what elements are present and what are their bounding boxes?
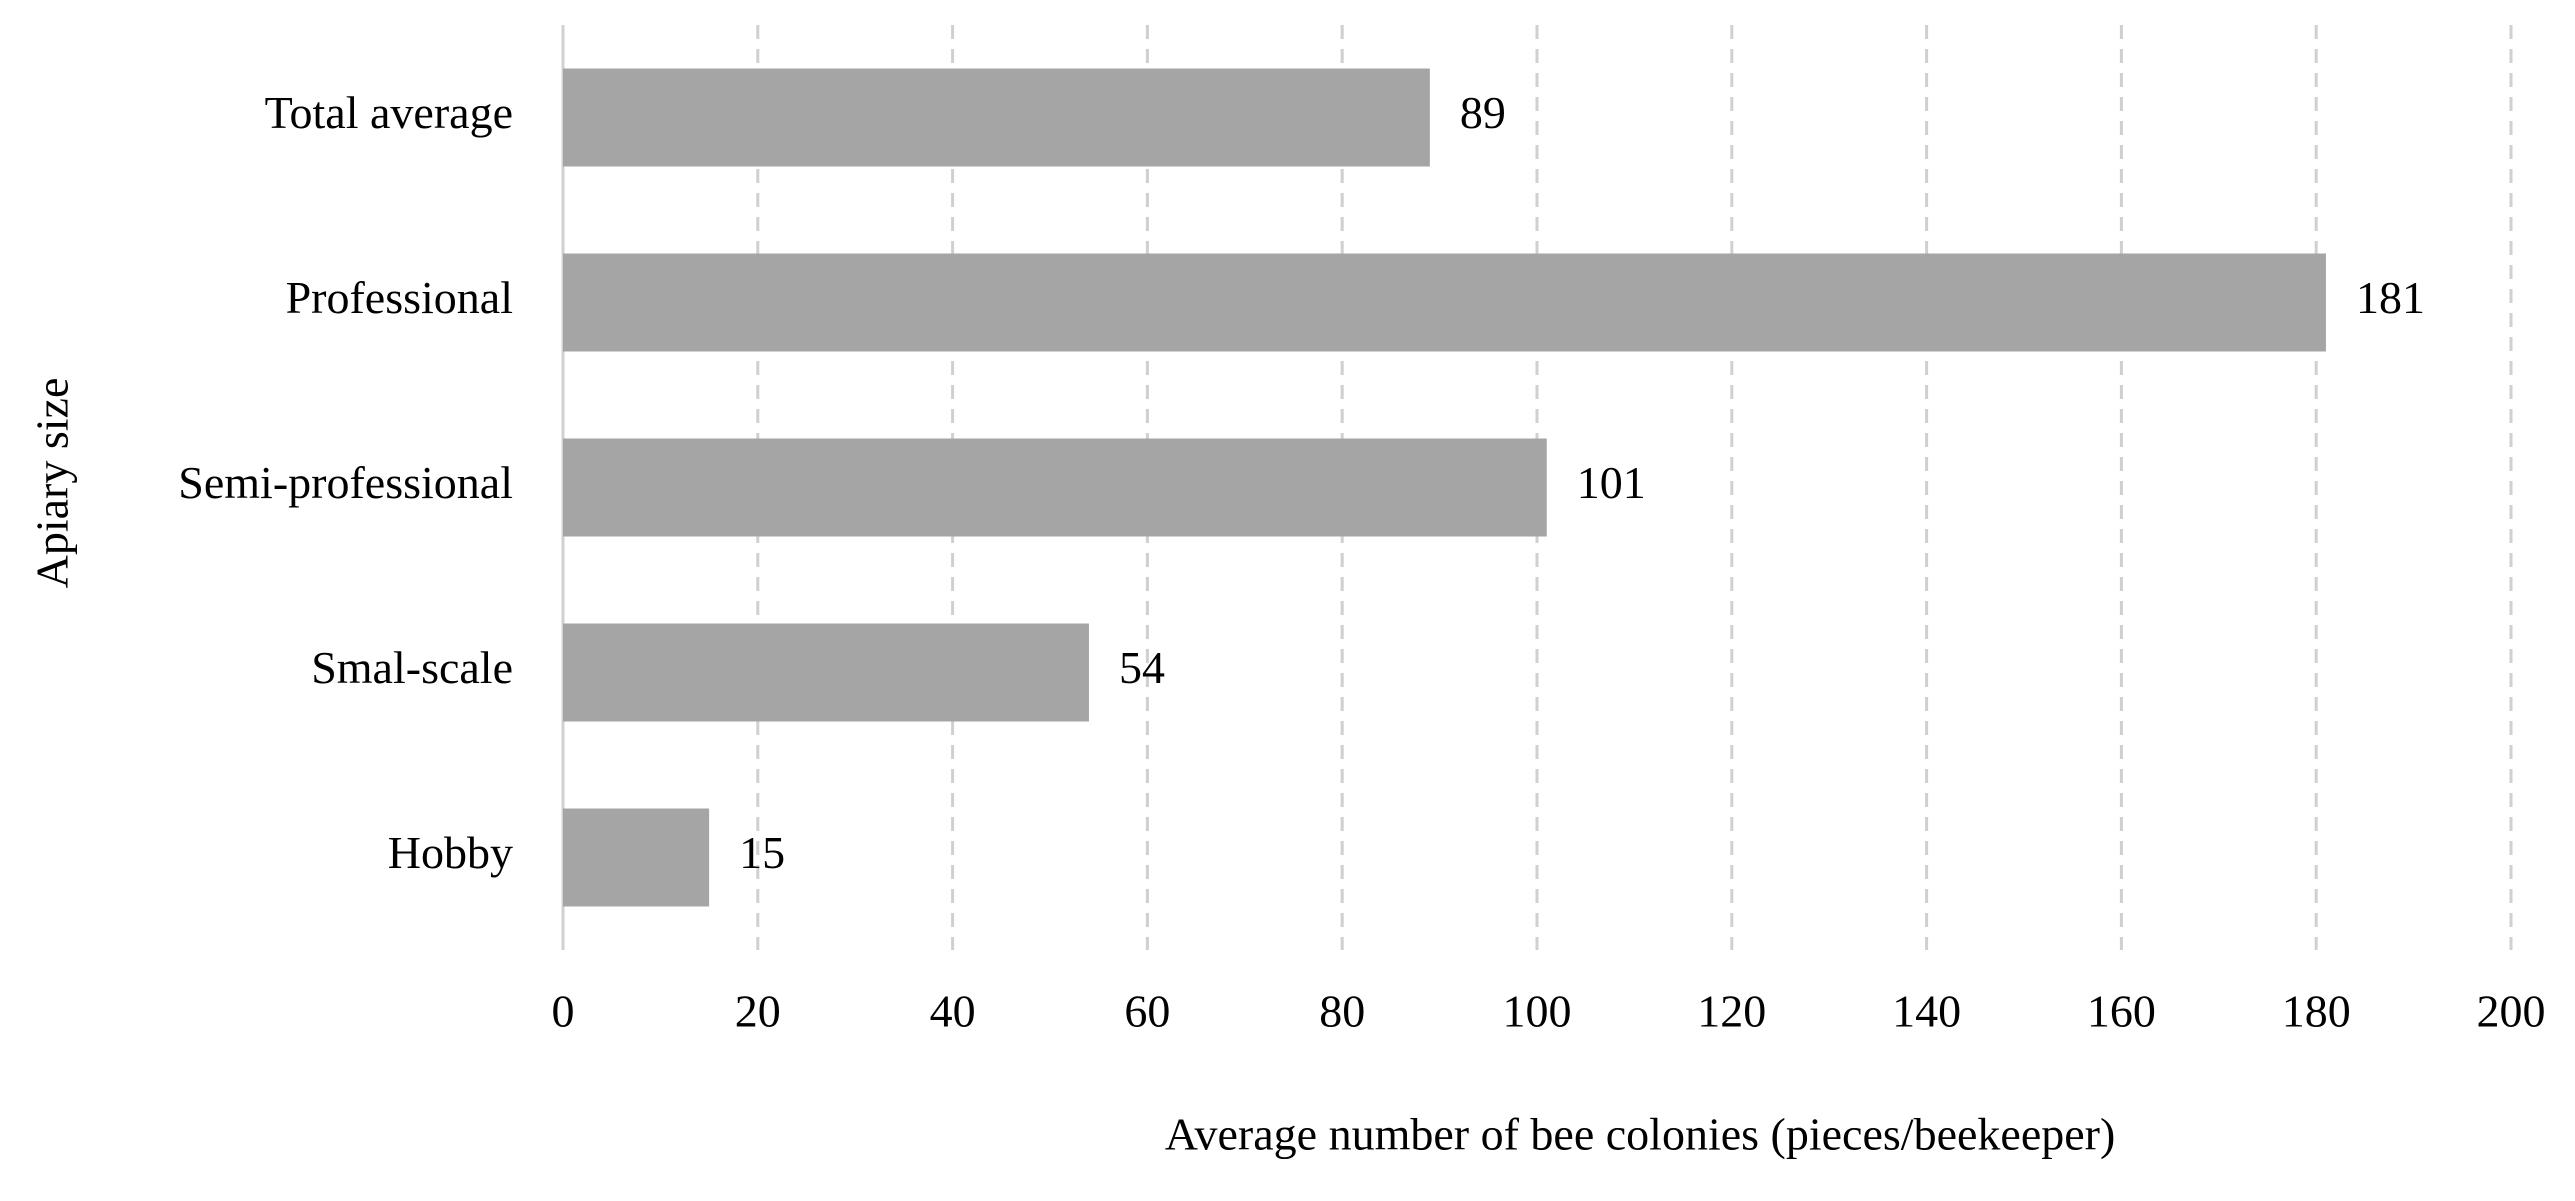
x-tick-label: 100 [1503,986,1572,1037]
x-tick-label: 140 [1892,986,1961,1037]
x-tick-label: 0 [552,986,575,1037]
data-label: 54 [1119,642,1165,693]
x-tick-label: 200 [2477,986,2546,1037]
data-label: 89 [1460,87,1506,138]
y-axis-title: Apiary size [27,378,78,589]
x-tick-label: 20 [735,986,781,1037]
x-axis-title: Average number of bee colonies (pieces/b… [1165,1109,2116,1160]
bar [563,808,710,907]
bar [563,438,1547,537]
data-label: 101 [1577,457,1646,508]
data-label: 15 [739,827,785,878]
x-tick-label: 160 [2087,986,2156,1037]
y-tick-label: Professional [286,272,513,323]
bar [563,253,2326,352]
data-label: 181 [2356,272,2425,323]
y-tick-label: Smal-scale [311,642,513,693]
y-tick-label: Semi-professional [178,457,513,508]
x-tick-label: 60 [1124,986,1170,1037]
bar [563,68,1430,167]
y-tick-label: Hobby [388,827,513,878]
y-tick-label: Total average [265,87,513,138]
x-tick-label: 180 [2282,986,2351,1037]
x-tick-label: 120 [1697,986,1766,1037]
x-tick-label: 80 [1319,986,1365,1037]
bar [563,623,1089,722]
x-tick-label: 40 [930,986,976,1037]
